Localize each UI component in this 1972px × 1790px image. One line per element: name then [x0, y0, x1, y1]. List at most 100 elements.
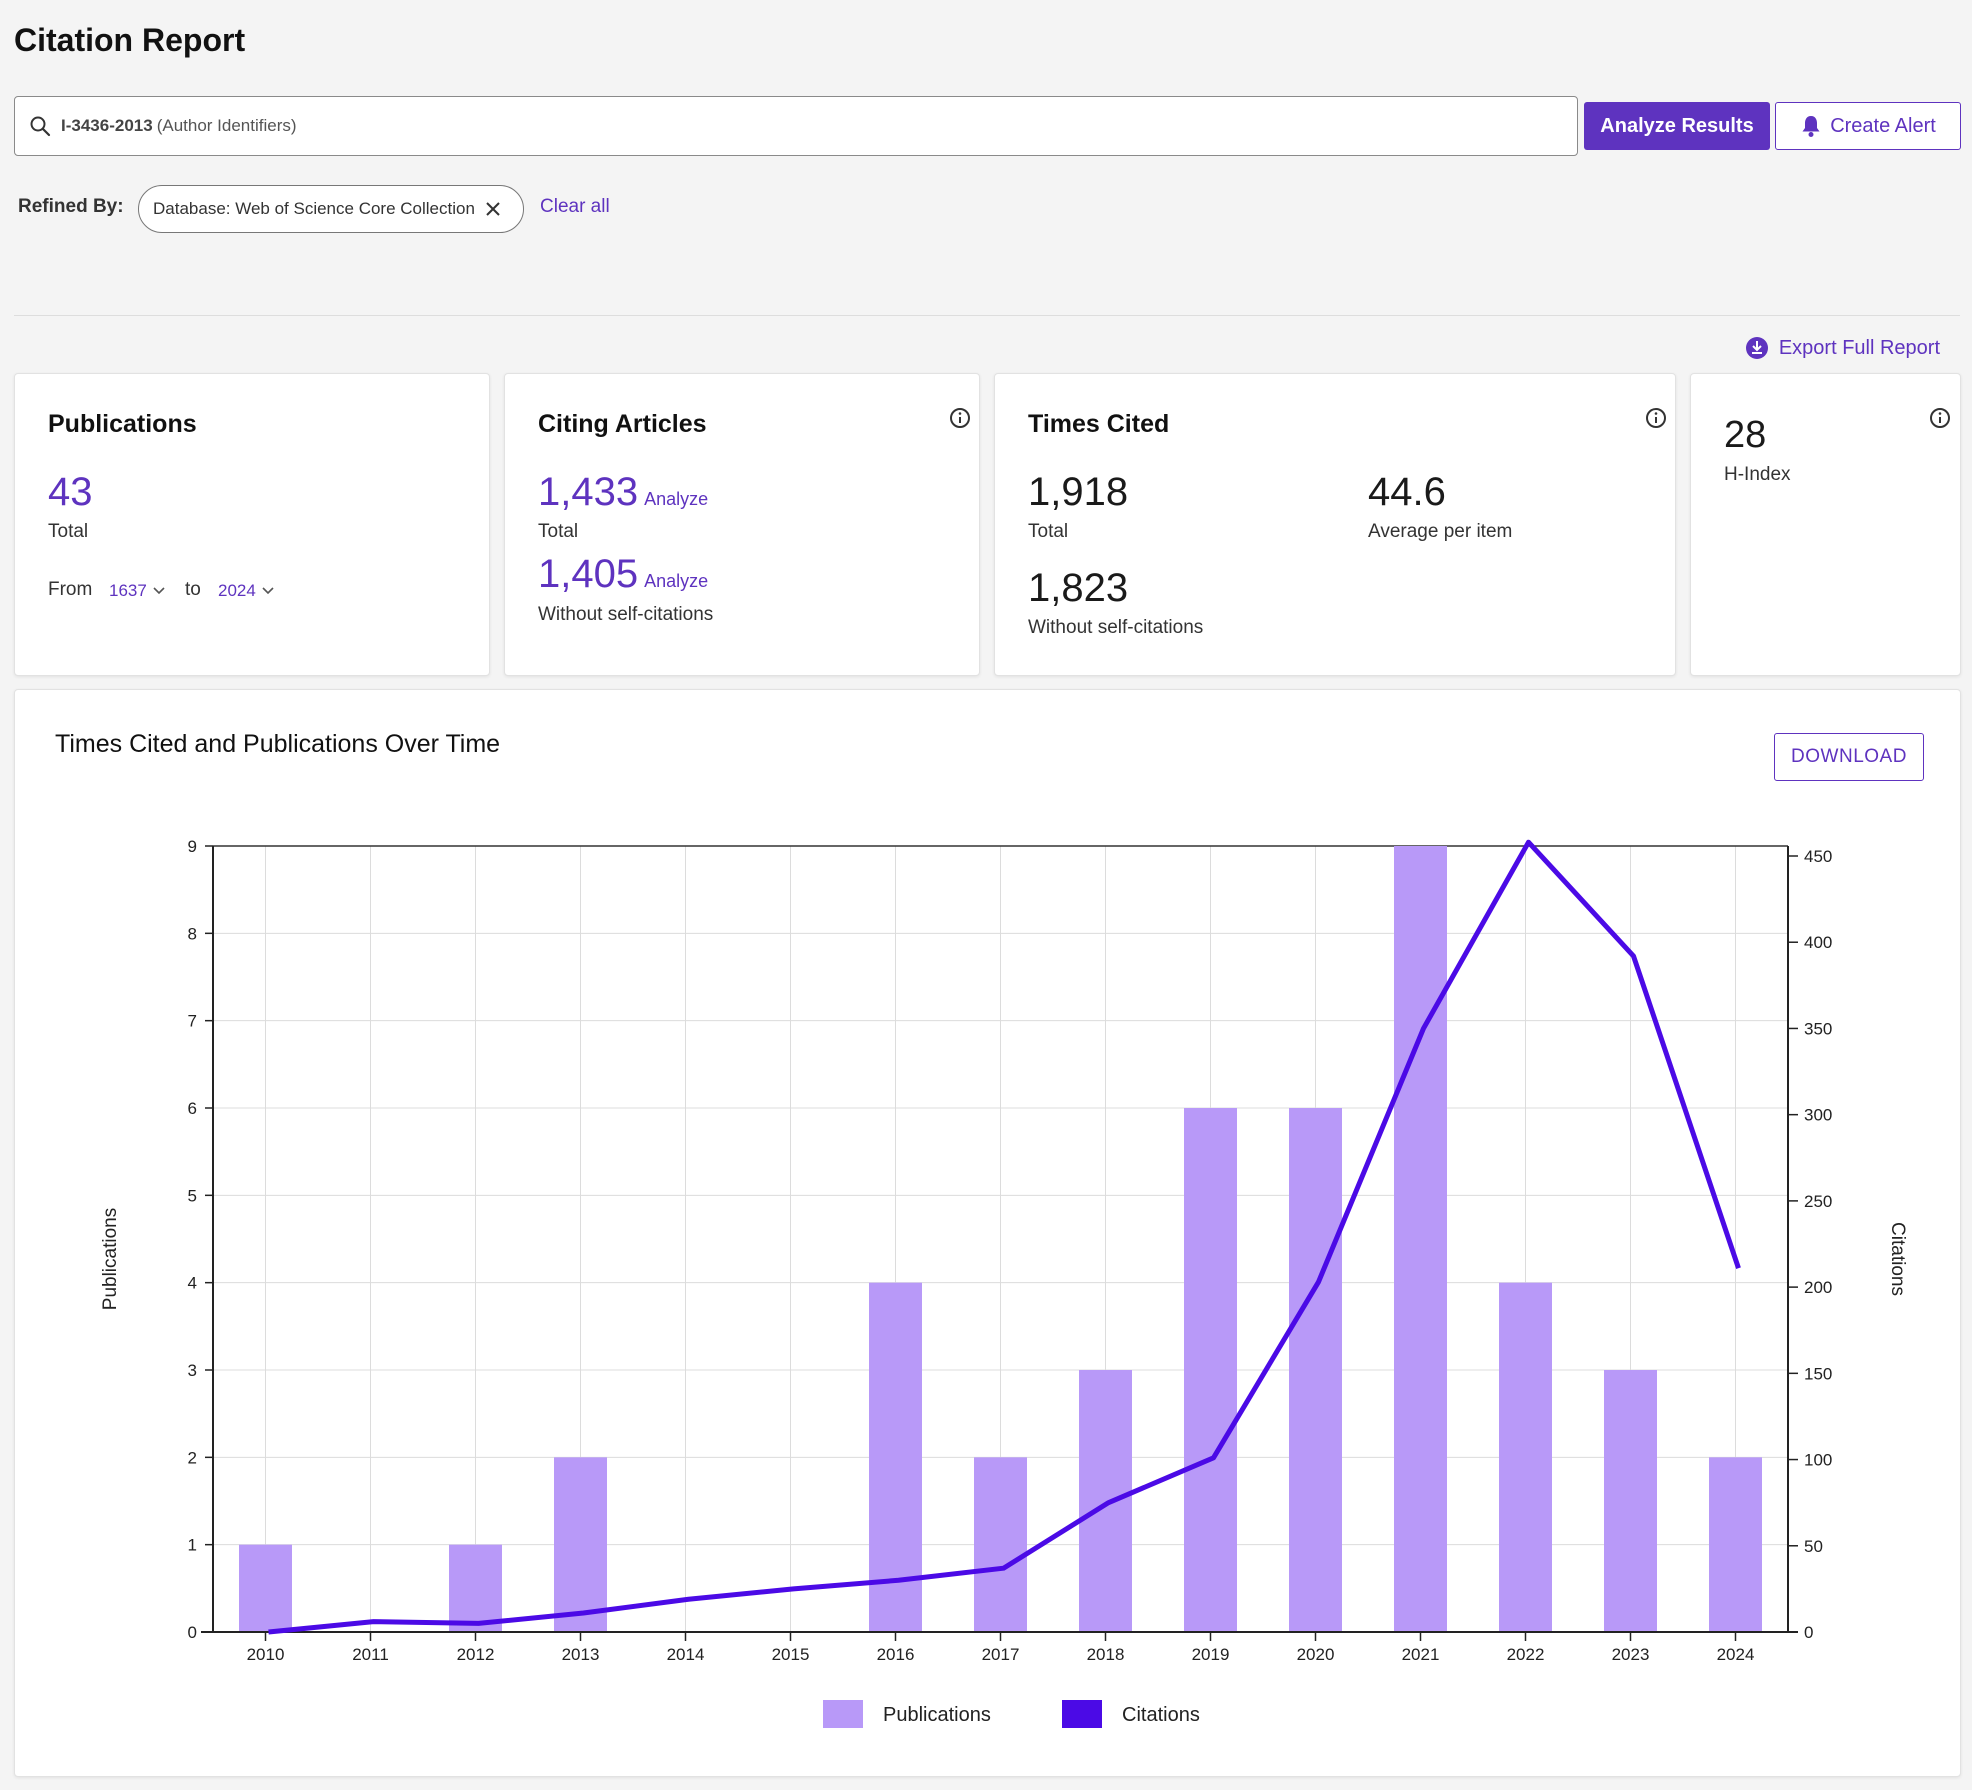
y2-tick-label: 0 [1804, 1623, 1813, 1642]
bar-publications [1289, 1108, 1342, 1632]
x-tick-label: 2011 [352, 1645, 389, 1664]
y-tick-label: 0 [188, 1623, 197, 1642]
x-tick-label: 2018 [1087, 1645, 1125, 1664]
x-tick-label: 2019 [1192, 1645, 1230, 1664]
bar-publications [554, 1457, 607, 1632]
x-tick-label: 2024 [1717, 1645, 1755, 1664]
to-year-value: 2024 [218, 581, 256, 600]
bar-publications [869, 1282, 922, 1632]
divider [14, 315, 1960, 316]
citing-total: 1,433 [538, 470, 639, 514]
analyze-results-button[interactable]: Analyze Results [1584, 102, 1770, 150]
bar-publications [1394, 846, 1447, 1632]
export-full-report-link[interactable]: Export Full Report [1745, 336, 1940, 360]
download-button[interactable]: DOWNLOAD [1774, 733, 1924, 781]
line-citations [268, 839, 1741, 1635]
filter-chip[interactable]: Database: Web of Science Core Collection [138, 185, 524, 233]
y-tick-label: 7 [188, 1012, 197, 1031]
bell-icon [1802, 116, 1820, 137]
legend-label-citations: Citations [1122, 1704, 1200, 1726]
chevron-down-icon [153, 587, 165, 595]
times-cited-without: 1,823 [1028, 566, 1129, 610]
bar-publications [974, 1457, 1027, 1632]
x-tick-label: 2023 [1612, 1645, 1650, 1664]
bar-publications [1184, 1108, 1237, 1632]
info-icon[interactable] [1929, 407, 1951, 429]
y2-axis-title: Citations [1887, 1222, 1908, 1296]
y2-tick-label: 100 [1804, 1451, 1832, 1470]
x-tick-label: 2015 [772, 1645, 810, 1664]
publications-total: 43 [48, 470, 93, 514]
publications-total-label: Total [48, 521, 89, 542]
search-qualifier: (Author Identifiers) [156, 116, 297, 135]
bar-publications [239, 1544, 292, 1632]
x-tick-label: 2012 [457, 1645, 495, 1664]
h-index-card: 28 H-Index [1690, 373, 1961, 676]
y2-tick-label: 200 [1804, 1278, 1832, 1297]
y2-tick-label: 150 [1804, 1364, 1832, 1383]
publications-title: Publications [48, 410, 197, 438]
y-tick-label: 4 [188, 1274, 197, 1293]
download-circle-icon [1745, 337, 1768, 359]
y-tick-label: 2 [188, 1448, 197, 1467]
h-index-value: 28 [1724, 414, 1767, 456]
search-input[interactable]: I-3436-2013 (Author Identifiers) [14, 96, 1578, 156]
times-cited-without-label: Without self-citations [1028, 617, 1204, 638]
x-tick-label: 2017 [982, 1645, 1020, 1664]
y-axis-title: Publications [100, 1208, 121, 1310]
y-tick-label: 8 [188, 924, 197, 943]
citing-total-label: Total [538, 521, 579, 542]
times-cited-card: Times Cited 1,918 Total 44.6 Average per… [994, 373, 1676, 676]
y2-tick-label: 450 [1804, 847, 1832, 866]
bar-publications [1709, 1457, 1762, 1632]
y2-tick-label: 250 [1804, 1192, 1832, 1211]
page-title: Citation Report [14, 22, 246, 58]
citing-analyze-link[interactable]: Analyze [644, 489, 709, 509]
x-tick-label: 2010 [247, 1645, 285, 1664]
y2-tick-label: 50 [1804, 1537, 1823, 1556]
citing-without: 1,405 [538, 552, 639, 596]
legend-swatch-publications [823, 1700, 863, 1728]
to-label: to [185, 579, 201, 600]
x-tick-label: 2022 [1507, 1645, 1545, 1664]
close-icon[interactable] [485, 201, 501, 217]
y2-tick-label: 350 [1804, 1019, 1832, 1038]
search-query: I-3436-2013 [61, 116, 153, 135]
citing-without-label: Without self-citations [538, 604, 714, 625]
bar-publications [1604, 1370, 1657, 1632]
to-year-select[interactable]: 2024 [218, 581, 274, 601]
refined-by-label: Refined By: [18, 196, 124, 217]
y2-tick-label: 400 [1804, 933, 1832, 952]
from-year-select[interactable]: 1637 [109, 581, 165, 601]
bar-publications [1499, 1282, 1552, 1632]
x-tick-label: 2020 [1297, 1645, 1335, 1664]
export-label: Export Full Report [1778, 336, 1940, 359]
y-tick-label: 1 [188, 1536, 197, 1555]
citing-articles-title: Citing Articles [538, 410, 707, 438]
clear-all-link[interactable]: Clear all [540, 196, 610, 217]
h-index-label: H-Index [1724, 464, 1791, 485]
chevron-down-icon [262, 587, 274, 595]
chart-title: Times Cited and Publications Over Time [55, 730, 501, 758]
info-icon[interactable] [1645, 407, 1667, 429]
bar-publications [449, 1544, 502, 1632]
create-alert-label: Create Alert [1830, 114, 1936, 137]
citing-without-analyze-link[interactable]: Analyze [644, 571, 709, 591]
search-icon [30, 116, 51, 137]
chart-card: Times Cited and Publications Over Time D… [14, 689, 1961, 1777]
x-tick-label: 2013 [562, 1645, 600, 1664]
info-icon[interactable] [949, 407, 971, 429]
x-tick-label: 2021 [1402, 1645, 1440, 1664]
x-tick-label: 2014 [667, 1645, 705, 1664]
from-label: From [48, 579, 93, 600]
x-tick-label: 2016 [877, 1645, 915, 1664]
create-alert-button[interactable]: Create Alert [1775, 102, 1961, 150]
filter-chip-label: Database: Web of Science Core Collection [153, 199, 475, 218]
y-tick-label: 5 [188, 1186, 197, 1205]
citing-without-row: 1,405 Analyze [538, 552, 708, 597]
from-year-value: 1637 [109, 581, 147, 600]
times-cited-average: 44.6 [1368, 470, 1446, 514]
citing-articles-card: Citing Articles 1,433 Analyze Total 1,40… [504, 373, 980, 676]
y2-tick-label: 300 [1804, 1106, 1832, 1125]
times-cited-total-label: Total [1028, 521, 1069, 542]
